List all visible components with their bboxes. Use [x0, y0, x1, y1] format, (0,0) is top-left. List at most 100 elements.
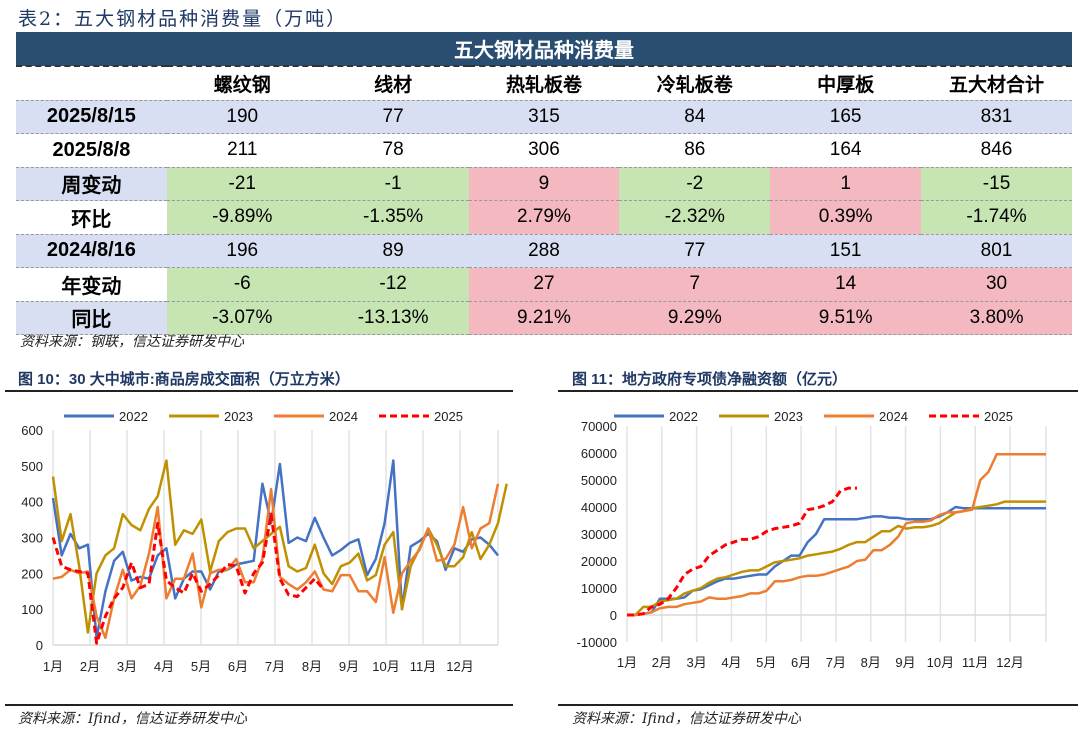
x-tick-label: 11月 [410, 659, 437, 674]
table-cell: -2 [619, 167, 771, 201]
x-tick-label: 10月 [927, 655, 954, 670]
row-label: 周变动 [16, 167, 167, 201]
divider [558, 390, 1078, 392]
steel-consumption-table: 五大钢材品种消费量 螺纹钢 线材 热轧板卷 冷轧板卷 中厚板 五大材合计 2025/8/15 1… [16, 32, 1072, 335]
table-cell: -6 [166, 267, 318, 302]
table-cell: 27 [468, 267, 620, 302]
table-row: 环比 -9.89% -1.35% 2.79% -2.32% 0.39% -1.74% [16, 200, 1072, 235]
chart11-source: 资料来源：Ifind，信达证券研发中心 [572, 711, 801, 727]
x-tick-label: 3月 [687, 655, 707, 670]
x-tick-label: 12月 [996, 655, 1023, 670]
y-tick-label: 600 [21, 423, 43, 438]
row-label: 年变动 [16, 267, 167, 302]
table-row: 2024/8/16 196 89 288 77 151 801 [16, 234, 1072, 268]
table-cell: 288 [468, 234, 620, 268]
x-tick-label: 1月 [43, 659, 63, 674]
table-cell: 14 [770, 267, 922, 302]
series-line-2025 [627, 486, 857, 617]
table-cell: 7 [619, 267, 771, 302]
y-tick-label: 20000 [581, 554, 617, 569]
x-tick-label: 9月 [895, 655, 915, 670]
chart10-housing-area: 0 100 200 300 400 500 600 1月 2月 3月 4月 5月 6月 7月 8月 9月 10月… [21, 409, 508, 674]
legend-label: 2024 [879, 409, 908, 424]
x-tick-label: 7月 [826, 655, 846, 670]
column-header: 热轧板卷 [468, 66, 620, 101]
table-cell: 164 [770, 133, 922, 168]
table-cell: 77 [317, 100, 469, 134]
table-cell: 89 [317, 234, 469, 268]
table-cell: -12 [317, 267, 469, 302]
row-label: 环比 [16, 200, 167, 235]
divider [558, 704, 1078, 706]
column-header: 线材 [317, 66, 469, 101]
table-cell: 9.29% [619, 301, 771, 335]
legend-label: 2025 [984, 409, 1013, 424]
table-cell: -1 [317, 167, 469, 201]
y-tick-label: 500 [21, 459, 43, 474]
x-tick-label: 8月 [302, 659, 322, 674]
divider [5, 390, 513, 392]
x-tick-label: 1月 [617, 655, 637, 670]
table-cell: -3.07% [166, 301, 318, 335]
y-tick-label: 100 [21, 602, 43, 617]
y-tick-label: 60000 [581, 446, 617, 461]
legend-label: 2025 [434, 409, 463, 424]
column-header: 螺纹钢 [166, 66, 318, 101]
legend-label: 2022 [669, 409, 698, 424]
table-cell: 84 [619, 100, 771, 134]
table-source: 资料来源：钢联，信达证券研发中心 [20, 334, 244, 350]
table-cell: 165 [770, 100, 922, 134]
table-cell: 831 [921, 100, 1072, 134]
chart10-title: 图 10：30 大中城市:商品房成交面积（万立方米） [18, 371, 350, 388]
table-row: 同比 -3.07% -13.13% 9.21% 9.29% 9.51% 3.80% [16, 301, 1072, 335]
row-label: 2025/8/15 [16, 100, 167, 134]
table-cell: 9.21% [468, 301, 620, 335]
column-header: 冷轧板卷 [619, 66, 771, 101]
table-cell: 306 [468, 133, 620, 168]
table-cell: -1.35% [317, 200, 469, 235]
row-label: 2024/8/16 [16, 234, 167, 268]
x-tick-label: 5月 [191, 659, 211, 674]
table-cell: 86 [619, 133, 771, 168]
y-tick-label: 400 [21, 495, 43, 510]
table-cell: -2.32% [619, 200, 771, 235]
table-cell: 3.80% [921, 301, 1072, 335]
table-cell: 9 [468, 167, 620, 201]
table-cell: 30 [921, 267, 1072, 302]
table-cell: -13.13% [317, 301, 469, 335]
y-tick-label: 70000 [581, 419, 617, 434]
table-cell: 2.79% [468, 200, 620, 235]
table-cell: 196 [166, 234, 318, 268]
x-tick-label: 6月 [791, 655, 811, 670]
series-line-2023 [51, 459, 508, 634]
series-line-2023 [627, 500, 1046, 617]
x-tick-label: 7月 [265, 659, 285, 674]
chart11-special-bonds: -10000 0 10000 20000 30000 40000 50000 60000 700… [577, 409, 1047, 670]
chart11-title: 图 11：地方政府专项债净融资额（亿元） [572, 371, 848, 388]
table-cell: 9.51% [770, 301, 922, 335]
divider [5, 704, 513, 706]
x-tick-label: 3月 [117, 659, 137, 674]
x-tick-label: 4月 [721, 655, 741, 670]
series-line-2024 [52, 483, 500, 640]
legend-label: 2023 [774, 409, 803, 424]
x-tick-label: 2月 [652, 655, 672, 670]
table-cell: 315 [468, 100, 620, 134]
y-tick-label: 200 [21, 566, 43, 581]
y-tick-label: -10000 [577, 635, 617, 650]
column-header: 五大材合计 [921, 66, 1072, 101]
table-cell: 190 [166, 100, 318, 134]
y-tick-label: 0 [610, 608, 617, 623]
x-tick-label: 11月 [962, 655, 989, 670]
y-tick-label: 0 [36, 638, 43, 653]
x-tick-label: 9月 [339, 659, 359, 674]
table-cell: -1.74% [921, 200, 1072, 235]
x-tick-label: 5月 [756, 655, 776, 670]
table-cell: 78 [317, 133, 469, 168]
table-cell: 77 [619, 234, 771, 268]
table-cell: -21 [166, 167, 318, 201]
series-line-2025 [51, 512, 325, 645]
row-label: 同比 [16, 301, 167, 335]
x-tick-label: 12月 [446, 659, 473, 674]
table-cell: 211 [166, 133, 318, 168]
